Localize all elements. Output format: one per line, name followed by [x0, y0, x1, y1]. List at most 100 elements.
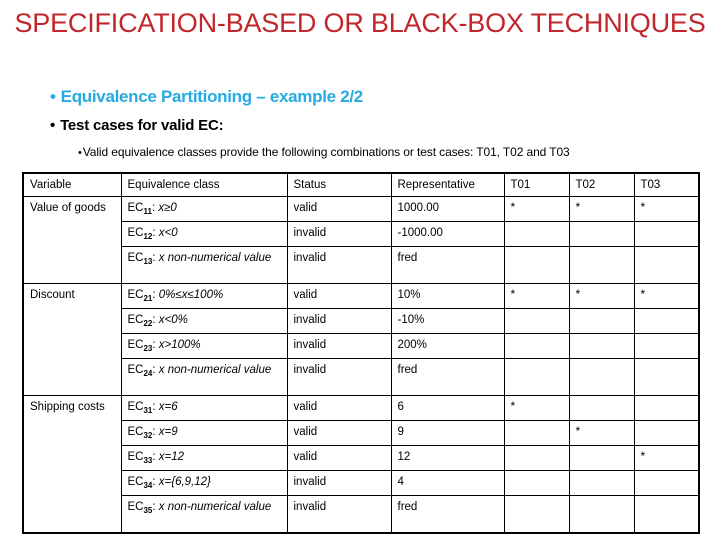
table-row: EC35: x non-numerical value invalid fred [23, 495, 700, 534]
cell-t02 [568, 308, 635, 334]
cell-equivalence-class: EC32: x=9 [120, 420, 288, 446]
cell-representative: 200% [390, 333, 505, 359]
bullet-dot-icon: • [78, 147, 82, 159]
cell-variable: Value of goods [22, 196, 122, 284]
selected-marker-icon: * [575, 200, 581, 214]
cell-equivalence-class: EC34: x={6,9,12} [120, 470, 288, 496]
selected-marker-icon: * [640, 449, 646, 463]
cell-status: valid [286, 196, 392, 222]
cell-t03 [633, 470, 700, 496]
table-row: EC24: x non-numerical value invalid fred [23, 358, 700, 396]
cell-status: invalid [286, 470, 392, 496]
table-row: EC13: x non-numerical value invalid fred [23, 246, 700, 284]
cell-t02 [568, 470, 635, 496]
cell-t03 [633, 221, 700, 247]
column-header-representative: Representative [390, 172, 505, 197]
selected-marker-icon: * [640, 200, 646, 214]
cell-t03 [633, 308, 700, 334]
cell-t02 [568, 221, 635, 247]
table-header-row: Variable Equivalence class Status Repres… [22, 172, 700, 197]
bullet-level-1: • Equivalence Partitioning – example 2/2 [50, 86, 363, 107]
cell-t01 [503, 445, 570, 471]
bullet-dot-icon: • [50, 87, 56, 106]
selected-marker-icon: * [575, 287, 581, 301]
cell-representative: fred [390, 495, 505, 534]
cell-equivalence-class: EC21: 0%≤x≤100% [120, 283, 288, 309]
cell-status: invalid [286, 221, 392, 247]
cell-t03 [633, 333, 700, 359]
cell-status: invalid [286, 495, 392, 534]
table-row: EC23: x>100% invalid 200% [23, 333, 700, 359]
equivalence-class-table: Variable Equivalence class Status Repres… [22, 172, 700, 534]
cell-status: invalid [286, 308, 392, 334]
cell-t01 [503, 308, 570, 334]
cell-t01 [503, 246, 570, 284]
selected-marker-icon: * [575, 424, 581, 438]
cell-equivalence-class: EC24: x non-numerical value [120, 358, 288, 396]
table-row: EC32: x=9 valid 9 * [23, 420, 700, 446]
selected-marker-icon: * [510, 399, 516, 413]
page-title: SPECIFICATION-BASED OR BLACK-BOX TECHNIQ… [14, 8, 706, 38]
cell-t03: * [633, 283, 700, 309]
cell-t03 [633, 395, 700, 421]
cell-t03 [633, 420, 700, 446]
cell-equivalence-class: EC23: x>100% [120, 333, 288, 359]
cell-t01 [503, 495, 570, 534]
bullet-level-3: •Valid equivalence classes provide the f… [78, 144, 570, 161]
column-header-variable: Variable [22, 172, 122, 197]
table-row: EC22: x<0% invalid -10% [23, 308, 700, 334]
cell-t01 [503, 221, 570, 247]
cell-t03 [633, 246, 700, 284]
cell-representative: 12 [390, 445, 505, 471]
cell-status: valid [286, 445, 392, 471]
cell-t01 [503, 470, 570, 496]
cell-variable: Shipping costs [22, 395, 122, 534]
cell-representative: fred [390, 358, 505, 396]
table-row: Shipping costs EC31: x=6 valid 6 * [22, 395, 700, 534]
column-header-status: Status [286, 172, 392, 197]
cell-t03 [633, 495, 700, 534]
cell-t02: * [568, 196, 635, 222]
cell-representative: 6 [390, 395, 505, 421]
cell-status: invalid [286, 246, 392, 284]
cell-representative: 1000.00 [390, 196, 505, 222]
cell-equivalence-class: EC33: x=12 [120, 445, 288, 471]
selected-marker-icon: * [510, 200, 516, 214]
cell-t01 [503, 358, 570, 396]
cell-representative: 10% [390, 283, 505, 309]
bullet-level-1-label: Equivalence Partitioning – example 2/2 [60, 87, 364, 106]
cell-representative: -10% [390, 308, 505, 334]
column-header-t01: T01 [503, 172, 570, 197]
column-header-t03: T03 [633, 172, 700, 197]
column-header-equivalence-class: Equivalence class [120, 172, 288, 197]
cell-t02 [568, 333, 635, 359]
cell-t02: * [568, 283, 635, 309]
cell-variable: Discount [22, 283, 122, 396]
cell-t03: * [633, 196, 700, 222]
cell-equivalence-class: EC11: x≥0 [120, 196, 288, 222]
bullet-level-2-label: Test cases for valid EC: [60, 117, 224, 134]
cell-equivalence-class: EC31: x=6 [120, 395, 288, 421]
cell-t01: * [503, 196, 570, 222]
column-header-t02: T02 [568, 172, 635, 197]
cell-t03: * [633, 445, 700, 471]
cell-equivalence-class: EC13: x non-numerical value [120, 246, 288, 284]
table-row: EC33: x=12 valid 12 * [23, 445, 700, 471]
cell-equivalence-class: EC12: x<0 [120, 221, 288, 247]
cell-t02 [568, 358, 635, 396]
cell-t01: * [503, 283, 570, 309]
bullet-level-2: • Test cases for valid EC: [50, 116, 224, 135]
cell-t02: * [568, 420, 635, 446]
table-row: EC34: x={6,9,12} invalid 4 [23, 470, 700, 496]
cell-t02 [568, 445, 635, 471]
selected-marker-icon: * [640, 287, 646, 301]
cell-t01 [503, 420, 570, 446]
bullet-dot-icon: • [50, 117, 56, 134]
cell-t02 [568, 495, 635, 534]
table-body: Value of goods EC11: x≥0 valid 1000.00 * * * EC… [22, 196, 700, 534]
cell-status: valid [286, 283, 392, 309]
cell-t01: * [503, 395, 570, 421]
cell-t02 [568, 246, 635, 284]
table-row: Value of goods EC11: x≥0 valid 1000.00 * * * [22, 196, 700, 284]
cell-t01 [503, 333, 570, 359]
